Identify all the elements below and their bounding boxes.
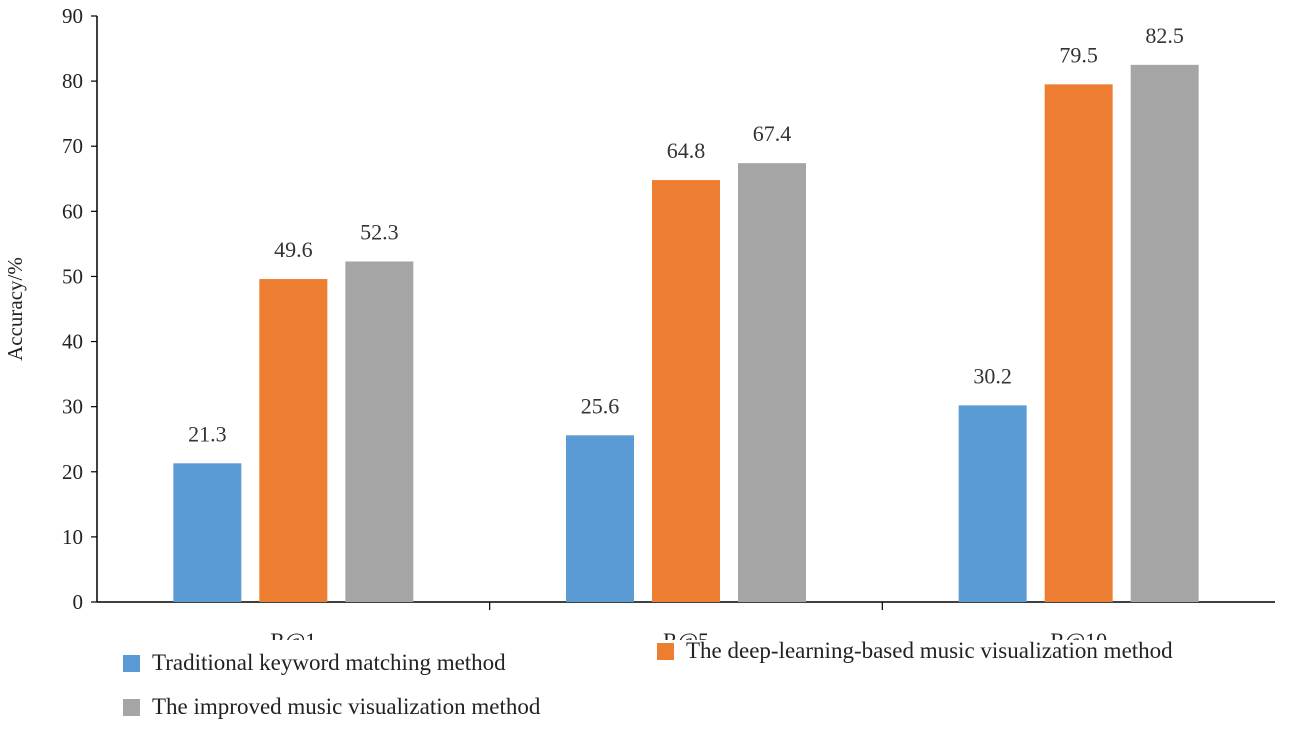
y-tick-label: 40	[62, 330, 83, 354]
data-label: 25.6	[581, 393, 620, 418]
y-tick-label: 0	[73, 590, 84, 614]
bar	[652, 180, 720, 602]
bar	[259, 279, 328, 602]
y-tick-label: 80	[62, 69, 83, 93]
bar	[566, 435, 634, 602]
y-tick-label: 10	[62, 525, 83, 549]
legend-item-deep-learning: The deep-learning-based music visualizat…	[657, 638, 1173, 664]
bar	[173, 463, 242, 602]
bar	[738, 163, 806, 602]
bar	[1130, 64, 1199, 603]
legend-swatch-blue	[123, 654, 140, 672]
legend-swatch-orange	[657, 642, 674, 660]
data-label: 21.3	[188, 421, 227, 446]
legend-item-traditional: Traditional keyword matching method	[123, 650, 506, 676]
data-label: 79.5	[1059, 42, 1098, 67]
data-label: 52.3	[360, 219, 399, 244]
y-axis-title: Accuracy/%	[3, 257, 27, 361]
y-tick-label: 30	[62, 395, 83, 419]
legend-label: Traditional keyword matching method	[152, 650, 506, 675]
legend-item-improved: The improved music visualization method	[123, 694, 540, 720]
legend-label: The improved music visualization method	[152, 694, 541, 719]
x-tick-label: R@1	[270, 628, 316, 640]
y-tick-label: 90	[62, 4, 83, 28]
bar	[345, 261, 414, 602]
legend-swatch-gray	[123, 698, 140, 716]
bar	[1044, 84, 1113, 602]
y-tick-label: 70	[62, 134, 83, 158]
data-label: 67.4	[753, 121, 792, 146]
data-label: 30.2	[973, 363, 1012, 388]
y-tick-label: 50	[62, 264, 83, 288]
data-label: 64.8	[667, 138, 706, 163]
y-tick-label: 60	[62, 199, 83, 223]
bar	[958, 405, 1027, 602]
bar-chart: 0 10 20 30 40 50 60 70 80 90 Accuracy/% R@1 21.3 49.6…	[3, 4, 1275, 653]
y-tick-label: 20	[62, 460, 83, 484]
legend-label: The deep-learning-based music visualizat…	[686, 638, 1173, 663]
data-label: 82.5	[1145, 23, 1184, 48]
data-label: 49.6	[274, 237, 313, 262]
